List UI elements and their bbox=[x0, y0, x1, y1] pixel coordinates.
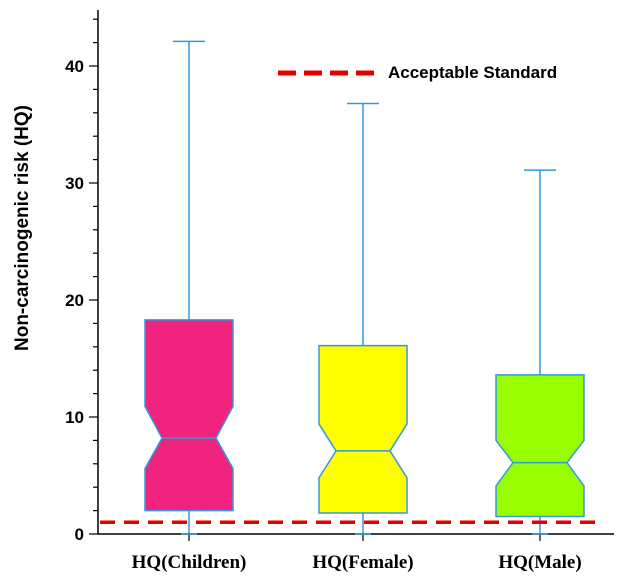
y-tick-label: 10 bbox=[65, 408, 84, 427]
boxes-group bbox=[144, 40, 585, 535]
x-category-label: HQ(Children) bbox=[132, 552, 247, 573]
legend-label: Acceptable Standard bbox=[388, 63, 557, 82]
box-HQ(Male) bbox=[495, 169, 585, 535]
notched-box bbox=[495, 374, 585, 518]
notched-box bbox=[144, 319, 234, 512]
box-HQ(Female) bbox=[318, 102, 408, 535]
legend: Acceptable Standard bbox=[278, 63, 557, 82]
y-tick-label: 30 bbox=[65, 174, 84, 193]
axes: 0 10 20 30 40 HQ(Children) HQ(Female) HQ(Male) bbox=[65, 10, 614, 573]
notched-box bbox=[318, 344, 408, 514]
y-tick-label: 40 bbox=[65, 57, 84, 76]
y-tick-label: 0 bbox=[75, 525, 84, 544]
x-category-label: HQ(Female) bbox=[312, 552, 413, 573]
x-category-label: HQ(Male) bbox=[498, 552, 581, 573]
box-HQ(Children) bbox=[144, 40, 234, 535]
y-tick-label: 20 bbox=[65, 291, 84, 310]
y-axis-title: Non-carcinogenic risk (HQ) bbox=[12, 105, 33, 351]
